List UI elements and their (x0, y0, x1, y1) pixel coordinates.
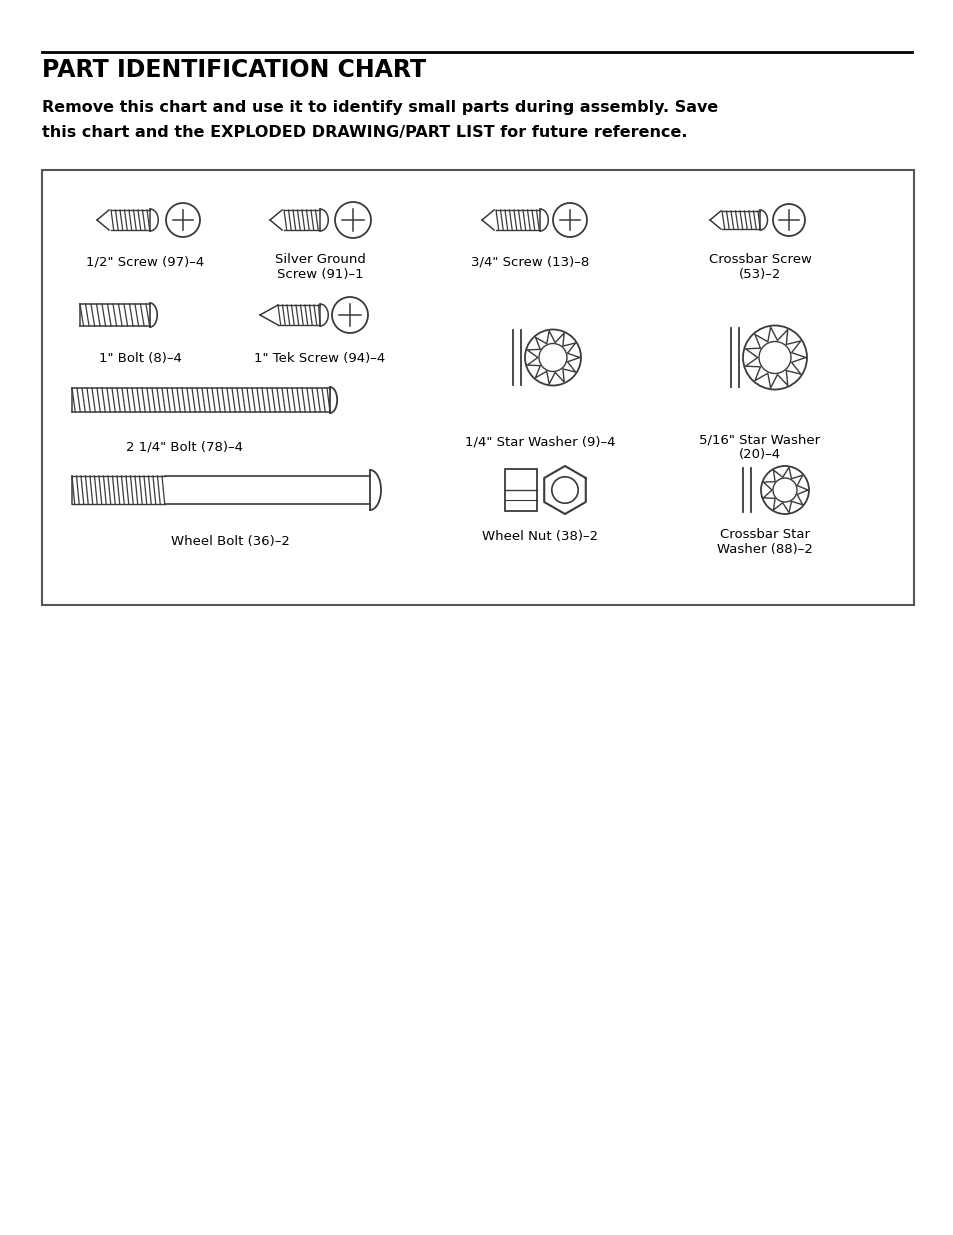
Text: 3/4" Screw (13)–8: 3/4" Screw (13)–8 (471, 254, 589, 268)
Text: PART IDENTIFICATION CHART: PART IDENTIFICATION CHART (42, 58, 426, 82)
Text: Wheel Bolt (36)–2: Wheel Bolt (36)–2 (171, 535, 289, 548)
Text: 1" Bolt (8)–4: 1" Bolt (8)–4 (98, 352, 181, 366)
Text: Remove this chart and use it to identify small parts during assembly. Save: Remove this chart and use it to identify… (42, 100, 718, 115)
Text: this chart and the EXPLODED DRAWING/PART LIST for future reference.: this chart and the EXPLODED DRAWING/PART… (42, 125, 687, 140)
Text: 2 1/4" Bolt (78)–4: 2 1/4" Bolt (78)–4 (127, 440, 243, 453)
Bar (504, 469, 537, 511)
Text: 1" Tek Screw (94)–4: 1" Tek Screw (94)–4 (254, 352, 385, 366)
Text: 5/16" Star Washer
(20)–4: 5/16" Star Washer (20)–4 (699, 433, 820, 461)
Text: Silver Ground
Screw (91)–1: Silver Ground Screw (91)–1 (274, 253, 365, 282)
Bar (42, 170, 913, 605)
Text: 1/2" Screw (97)–4: 1/2" Screw (97)–4 (86, 254, 204, 268)
Text: Crossbar Screw
(53)–2: Crossbar Screw (53)–2 (708, 253, 811, 282)
Text: Crossbar Star
Washer (88)–2: Crossbar Star Washer (88)–2 (717, 529, 812, 556)
Text: 1/4" Star Washer (9)–4: 1/4" Star Washer (9)–4 (464, 435, 615, 448)
Text: Wheel Nut (38)–2: Wheel Nut (38)–2 (481, 530, 598, 543)
